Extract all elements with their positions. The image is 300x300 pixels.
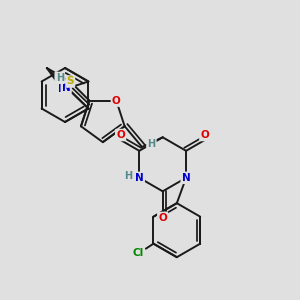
Text: N: N	[135, 173, 144, 183]
Text: O: O	[158, 213, 167, 223]
Text: H: H	[56, 73, 64, 83]
Text: O: O	[112, 96, 121, 106]
Text: H: H	[124, 171, 132, 181]
Text: N: N	[182, 173, 190, 183]
Text: N: N	[58, 84, 67, 94]
Text: O: O	[116, 130, 125, 140]
Text: S: S	[67, 76, 74, 86]
Text: N: N	[62, 83, 70, 93]
Text: H: H	[147, 139, 155, 148]
Text: O: O	[200, 130, 209, 140]
Text: Cl: Cl	[132, 248, 143, 258]
